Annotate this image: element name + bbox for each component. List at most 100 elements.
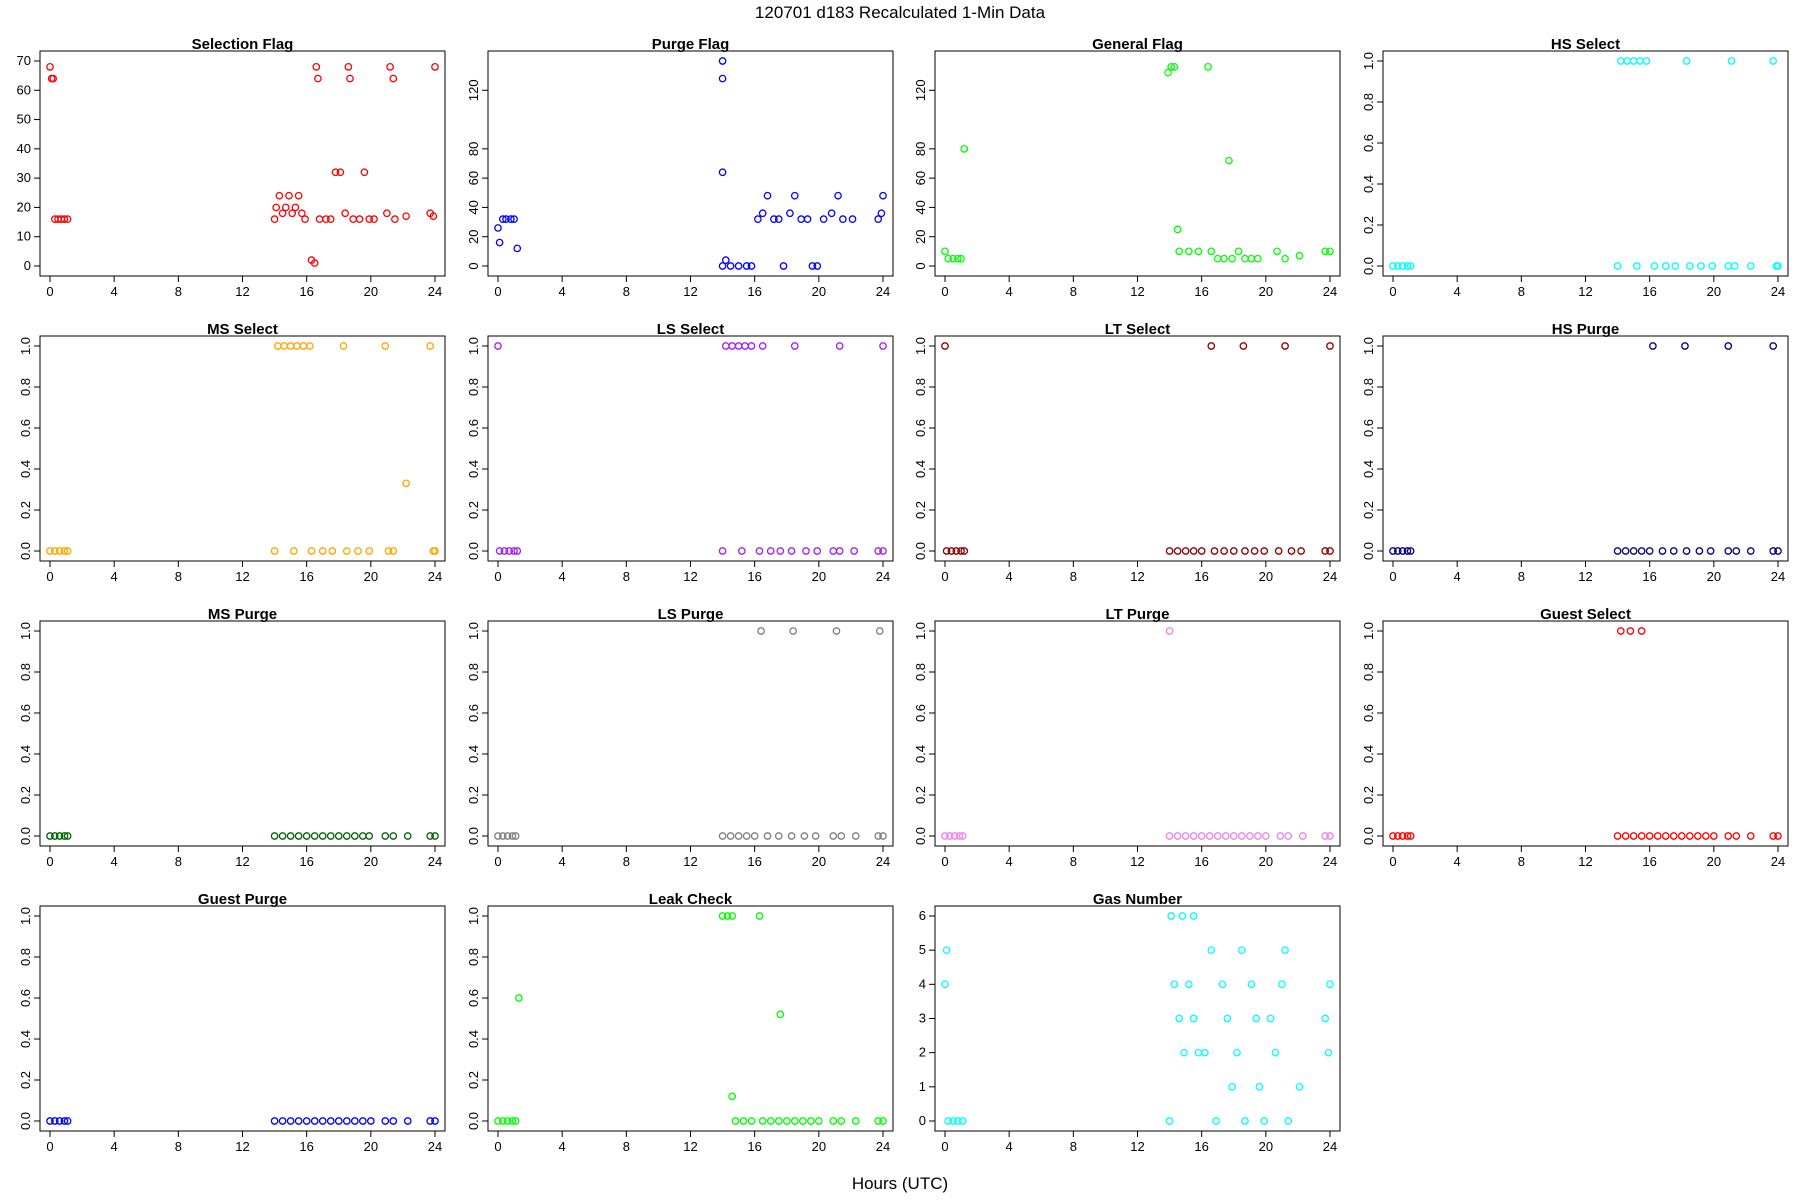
data-point [312,63,321,71]
data-point [721,256,730,264]
data-point [1653,832,1662,840]
panel-ms-select: MS Select 0 4 8 12 16 20 24 0.0 0.2 0.4 0.6 0.8 1.0 [18,321,446,584]
data-point [829,1117,838,1125]
data-points [46,342,439,555]
x-axis: 0 4 8 12 16 20 24 [46,846,442,869]
data-point [278,209,287,218]
data-point [1298,832,1307,840]
plot-frame [39,620,446,847]
data-point [718,912,727,920]
plot-frame [39,50,446,277]
plot-frame [487,50,894,277]
data-point [301,215,309,223]
panel-title: HS Purge [1552,321,1620,338]
data-point [1769,547,1778,555]
data-point [1321,832,1330,840]
data-point [1658,547,1667,555]
data-point [941,342,949,350]
y-tick-label: 1.0 [466,337,481,355]
data-point [958,832,967,840]
y-tick-label: 0.2 [1361,216,1376,234]
x-tick-label: 16 [1194,284,1208,299]
data-point [326,215,335,223]
x-tick-label: 4 [111,1139,118,1154]
y-tick-label: 0.0 [466,1112,481,1130]
y-tick-label: 0.6 [913,419,928,437]
data-point [63,1117,72,1125]
panel-title: Selection Flag [192,36,294,53]
x-tick-label: 20 [1259,854,1273,869]
y-tick-label: 0 [466,262,481,269]
data-point [1661,832,1670,840]
data-point [774,215,783,223]
data-point [1649,342,1657,350]
x-tick-label: 12 [1578,569,1592,584]
data-point [829,832,838,840]
x-tick-label: 20 [1707,854,1721,869]
data-point [874,832,883,840]
x-tick-label: 24 [1771,854,1785,869]
data-point [55,1117,64,1125]
panel-title: LT Select [1105,321,1171,338]
x-tick-label: 4 [1006,1139,1013,1154]
data-point [1321,247,1330,256]
x-tick-label: 4 [1006,284,1013,299]
x-tick-label: 16 [299,284,313,299]
data-point [747,262,756,270]
data-point [1170,980,1179,989]
x-tick-label: 24 [428,1139,442,1154]
data-point [503,832,512,840]
data-point [874,547,883,555]
data-points [494,627,887,840]
data-point [726,262,735,270]
data-point [318,547,327,555]
data-point [747,1117,756,1125]
data-point [494,224,502,232]
y-tick-label: 1.0 [913,337,928,355]
data-point [737,547,746,555]
data-point [806,1117,815,1125]
data-point [790,191,799,200]
data-point [739,1117,748,1125]
data-point [1406,262,1415,270]
panel-guest-select: Guest Select 0 4 8 12 16 20 24 0.0 0.2 0.4 0.6 0.8 1.… [1361,606,1789,869]
y-tick-label: 0.6 [1361,704,1376,722]
data-point [1205,832,1214,840]
plot-frame [1382,335,1789,562]
y-tick-label: 0.4 [466,1030,481,1048]
data-point [494,342,502,350]
data-point [294,1117,303,1125]
plot-frame [487,335,894,562]
x-tick-label: 16 [747,569,761,584]
data-point [280,342,289,350]
y-tick-label: 120 [466,79,481,101]
x-tick-label: 20 [364,1139,378,1154]
data-point [384,547,393,555]
data-point [272,203,281,212]
y-tick-label: 0.0 [466,542,481,560]
data-point [1724,547,1733,555]
y-tick-label: 0.8 [466,948,481,966]
data-point [1260,1117,1269,1125]
y-axis: 0.0 0.2 0.4 0.6 0.8 1.0 [466,907,488,1130]
data-point [837,1117,846,1125]
data-point [354,547,362,555]
data-point [958,1117,967,1125]
plot-frame [1382,50,1789,277]
data-point [1197,547,1206,555]
x-tick-label: 16 [1642,284,1656,299]
data-point [294,191,303,200]
y-tick-label: 0.8 [466,663,481,681]
y-tick-label: 60 [913,171,928,185]
data-point [1201,1048,1209,1057]
data-point [1398,832,1407,840]
data-point [1284,832,1293,840]
data-point [879,1117,887,1125]
data-point [1645,832,1654,840]
y-tick-label: 0.2 [913,786,928,804]
data-points [941,342,1334,555]
data-point [498,832,507,840]
y-axis: 0.0 0.2 0.4 0.6 0.8 1.0 [18,907,40,1130]
data-point [389,74,398,83]
data-point [1724,342,1733,350]
